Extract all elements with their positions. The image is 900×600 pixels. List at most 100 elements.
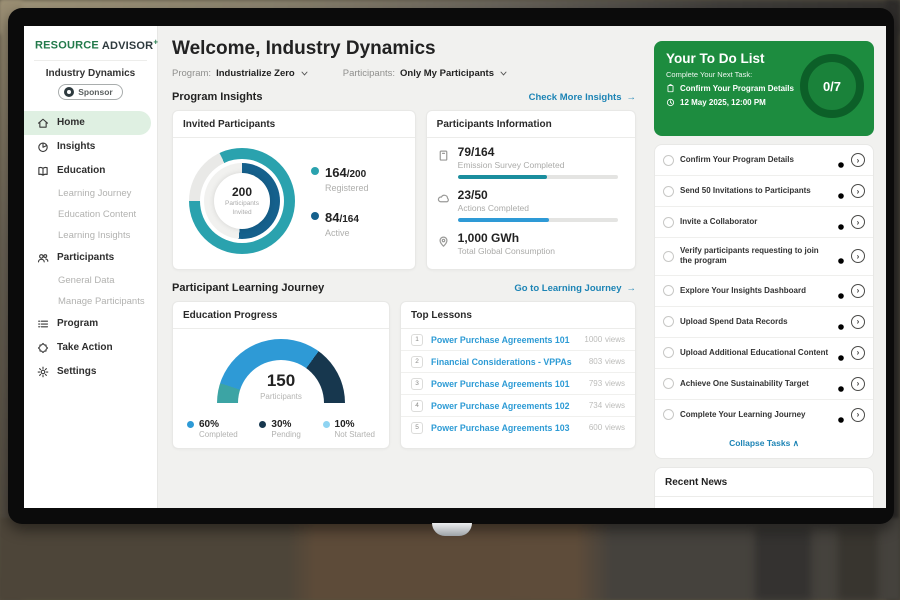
lesson-link[interactable]: Financial Considerations - VPPAs — [431, 356, 572, 367]
task-row[interactable]: Achieve One Sustainability Target › — [655, 369, 873, 400]
gauge-legend: 60% Completed 30% Pending 10% Not Started — [173, 403, 389, 439]
app-logo: RESOURCE ADVISOR+ — [24, 37, 158, 52]
home-icon — [37, 117, 49, 129]
sidebar-item-education[interactable]: Education — [24, 159, 151, 183]
sidebar-item-education-content[interactable]: Education Content — [58, 208, 137, 220]
card-title: Participants Information — [426, 111, 635, 138]
gauge-center-label: Participants — [260, 392, 302, 401]
task-open-button[interactable]: › — [851, 407, 865, 422]
filter-bar: Program: Industrialize Zero Participants… — [172, 68, 636, 79]
donut-center-label: Participants Invited — [225, 200, 259, 216]
actions-completed-progress-bar — [457, 218, 618, 222]
task-checkbox[interactable] — [663, 216, 674, 228]
sidebar-item-label: Education — [57, 165, 106, 177]
check-more-insights-link[interactable]: Check More Insights → — [528, 91, 636, 103]
clock-icon — [837, 252, 845, 265]
task-row[interactable]: Confirm Your Program Details › — [655, 145, 873, 176]
lesson-link[interactable]: Power Purchase Agreements 103 — [431, 422, 570, 433]
lesson-row[interactable]: 3 Power Purchase Agreements 101 793 view… — [401, 373, 635, 395]
sidebar-item-home[interactable]: Home — [24, 110, 151, 135]
participants-dropdown-label: Participants: — [342, 68, 396, 79]
task-row[interactable]: Upload Spend Data Records › — [655, 307, 873, 338]
sidebar-item-learning-insights[interactable]: Learning Insights — [58, 229, 131, 241]
go-to-learning-journey-link[interactable]: Go to Learning Journey → — [514, 282, 637, 294]
sidebar: RESOURCE ADVISOR+ Industry Dynamics Spon… — [24, 26, 158, 508]
task-row[interactable]: Explore Your Insights Dashboard › — [655, 276, 873, 307]
clock-icon — [837, 187, 845, 199]
task-label: Invite a Collaborator — [680, 216, 758, 226]
page-title: Welcome, Industry Dynamics — [172, 38, 436, 59]
task-open-button[interactable]: › — [851, 283, 865, 298]
lesson-row[interactable]: 2 Financial Considerations - VPPAs 803 v… — [401, 351, 635, 373]
task-checkbox[interactable] — [663, 378, 674, 390]
lesson-link[interactable]: Power Purchase Agreements 102 — [431, 400, 570, 411]
section-title-learning-journey: Participant Learning Journey — [172, 282, 325, 294]
sidebar-item-settings[interactable]: Settings — [24, 360, 151, 384]
donut-legend: 164/200 Registered 84/164 Active — [311, 164, 369, 238]
invited-participants-card: Invited Participants 200 Participants In… — [172, 110, 416, 270]
task-open-button[interactable]: › — [851, 345, 865, 360]
sidebar-item-general-data[interactable]: General Data — [58, 274, 115, 286]
todo-progress-ring: 0/7 — [800, 54, 864, 118]
task-checkbox[interactable] — [663, 250, 674, 262]
task-row[interactable]: Invite a Collaborator › — [655, 207, 873, 238]
participants-dropdown[interactable]: Participants: Only My Participants — [343, 68, 508, 79]
sidebar-item-label: Participants — [57, 252, 115, 264]
task-checkbox[interactable] — [663, 185, 674, 197]
cloud-icon — [437, 192, 450, 205]
task-open-button[interactable]: › — [851, 314, 865, 329]
sponsor-badge[interactable]: Sponsor — [58, 83, 123, 100]
task-open-button[interactable]: › — [851, 215, 865, 229]
task-row[interactable]: Send 50 Invitations to Participants › — [655, 176, 873, 207]
sidebar-item-program[interactable]: Program — [24, 312, 151, 336]
task-checkbox[interactable] — [663, 409, 674, 421]
legend-active: 84/164 Active — [311, 209, 369, 238]
education-progress-card: Education Progress 150 Participants — [172, 301, 390, 449]
lesson-rank: 5 — [411, 421, 423, 434]
task-open-button[interactable]: › — [851, 249, 865, 264]
card-title: Top Lessons — [401, 302, 635, 329]
clock-icon — [837, 287, 845, 299]
todo-title: Your To Do List — [666, 51, 765, 66]
task-label: Send 50 Invitations to Participants — [680, 185, 811, 195]
task-open-button[interactable]: › — [851, 153, 865, 167]
top-lessons-card: Top Lessons 1 Power Purchase Agreements … — [400, 301, 636, 449]
lesson-row[interactable]: 4 Power Purchase Agreements 102 734 view… — [401, 395, 635, 417]
lesson-link[interactable]: Power Purchase Agreements 101 — [431, 378, 570, 389]
lesson-row[interactable]: 5 Power Purchase Agreements 103 600 view… — [401, 417, 635, 438]
emission-survey-progress-bar — [457, 175, 618, 179]
sidebar-item-manage-participants[interactable]: Manage Participants — [58, 295, 145, 307]
task-checkbox[interactable] — [663, 285, 674, 297]
legend-completed: 60% Completed — [187, 419, 238, 439]
sidebar-item-learning-journey[interactable]: Learning Journey — [58, 187, 132, 199]
task-row[interactable]: Verify participants requesting to join t… — [655, 238, 873, 276]
lesson-link[interactable]: Power Purchase Agreements 101 — [431, 334, 570, 345]
sidebar-item-take-action[interactable]: Take Action — [24, 336, 151, 360]
clock-icon — [666, 98, 675, 107]
legend-registered: 164/200 Registered — [311, 164, 369, 193]
lesson-row[interactable]: 1 Power Purchase Agreements 101 1000 vie… — [401, 329, 635, 351]
section-title-program-insights: Program Insights — [172, 91, 263, 103]
task-row[interactable]: Upload Additional Educational Content › — [655, 338, 873, 369]
task-list-card: Confirm Your Program Details › Send 50 I… — [654, 144, 874, 459]
legend-dot-blue — [187, 421, 194, 428]
collapse-tasks-link[interactable]: Collapse Tasks ∧ — [729, 437, 799, 448]
task-open-button[interactable]: › — [851, 184, 865, 198]
arrow-right-icon: → — [626, 282, 637, 294]
stat-actions-completed: 23/50 Actions Completed — [437, 188, 623, 222]
task-open-button[interactable]: › — [851, 376, 865, 391]
invited-participants-donut-chart: 200 Participants Invited — [189, 148, 295, 254]
task-row[interactable]: Complete Your Learning Journey › — [655, 400, 873, 430]
monitor-stand — [432, 523, 472, 536]
todo-subtitle: Complete Your Next Task: — [666, 70, 753, 79]
legend-dot-lightblue — [322, 421, 330, 428]
task-checkbox[interactable] — [663, 347, 674, 359]
todo-due-date: 12 May 2025, 12:00 PM — [666, 98, 862, 107]
program-dropdown[interactable]: Program: Industrialize Zero — [172, 68, 309, 79]
sidebar-item-participants[interactable]: Participants — [24, 246, 151, 270]
sidebar-item-insights[interactable]: Insights — [24, 135, 151, 159]
sidebar-item-label: Program — [57, 318, 99, 330]
task-checkbox[interactable] — [663, 316, 674, 328]
task-checkbox[interactable] — [663, 154, 674, 166]
chevron-up-icon: ∧ — [792, 437, 799, 448]
